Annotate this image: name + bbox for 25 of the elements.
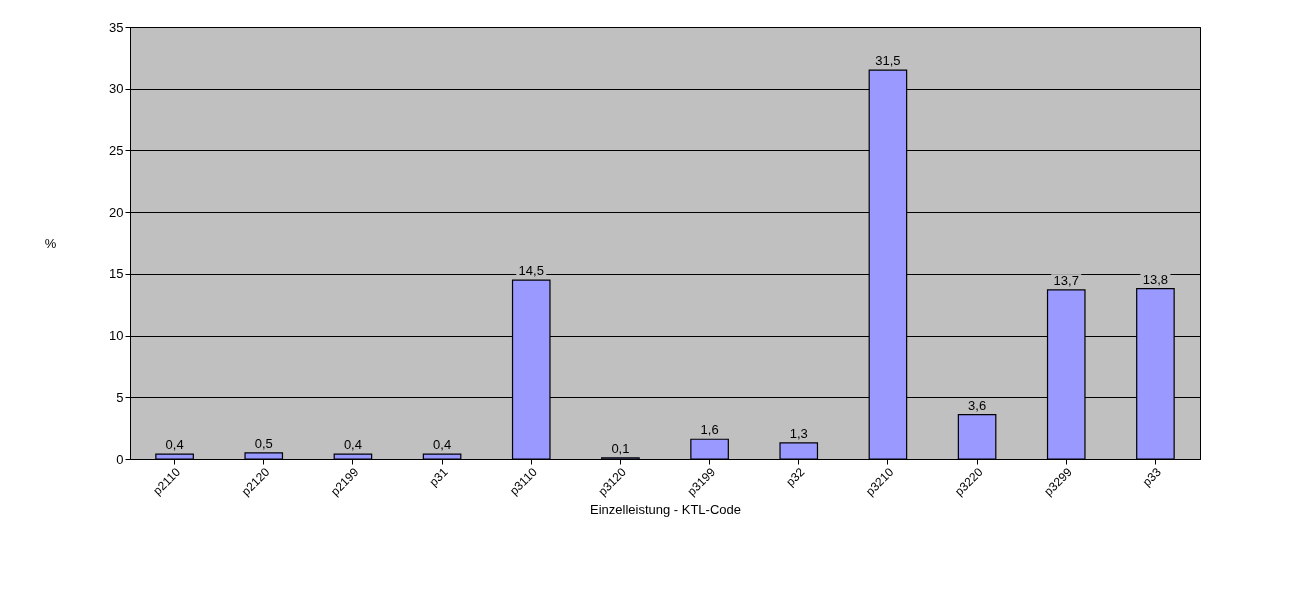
y-tick-label: 30 — [109, 81, 124, 97]
y-tick-label: 25 — [109, 142, 124, 158]
y-axis-title: % — [44, 235, 57, 251]
data-label: 0,4 — [165, 437, 184, 453]
y-tick-label: 0 — [116, 451, 124, 467]
data-label: 31,5 — [875, 53, 901, 69]
data-label: 0,5 — [254, 435, 273, 451]
data-label: 3,6 — [968, 397, 987, 413]
x-tick-label: p32 — [783, 464, 808, 490]
data-label: 13,7 — [1053, 272, 1079, 288]
y-tick-label: 15 — [109, 266, 124, 282]
data-label: 0,4 — [433, 437, 452, 453]
y-tick-label: 10 — [109, 328, 124, 344]
x-tick-label: p31 — [426, 464, 451, 490]
data-label: 1,3 — [789, 425, 808, 441]
data-label: 13,8 — [1142, 271, 1169, 287]
data-label: 1,6 — [700, 422, 719, 438]
data-label: 14,5 — [518, 263, 544, 279]
y-tick-label: 5 — [116, 389, 124, 405]
data-label: 0,4 — [343, 437, 362, 453]
y-tick-label: 35 — [109, 19, 124, 35]
x-tick-label: p33 — [1139, 464, 1165, 490]
x-axis-title: Einzelleistung - KTL-Code — [589, 501, 742, 517]
y-tick-label: 20 — [109, 204, 124, 220]
data-label: 0,1 — [611, 440, 630, 456]
